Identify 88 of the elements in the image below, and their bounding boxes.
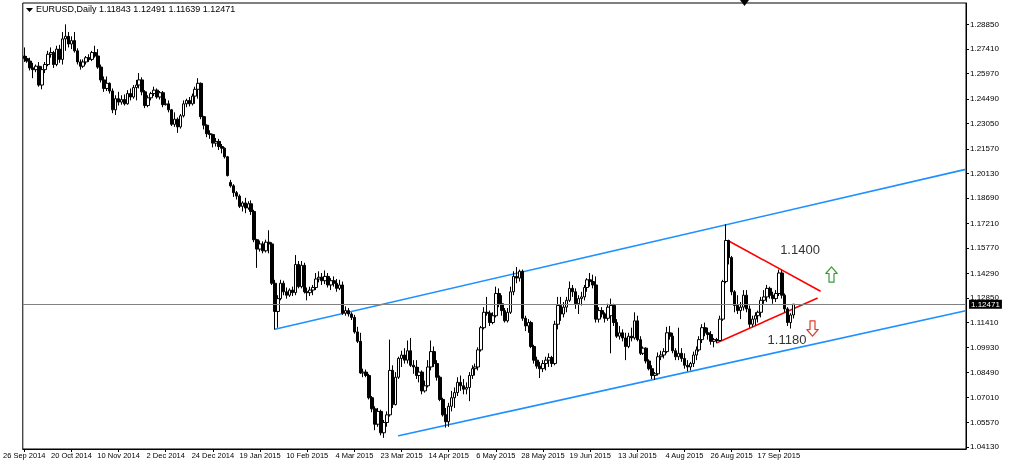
y-tick-label: 1.18690 bbox=[970, 193, 1000, 203]
candlestick bbox=[547, 352, 551, 368]
candlestick bbox=[294, 254, 297, 296]
candlestick bbox=[314, 272, 318, 291]
candlestick bbox=[415, 359, 418, 380]
candlestick bbox=[329, 277, 333, 291]
y-tick-label: 1.08490 bbox=[970, 367, 1000, 377]
candlestick bbox=[320, 272, 324, 286]
candlestick bbox=[84, 55, 88, 66]
candlestick bbox=[105, 75, 109, 92]
candlestick bbox=[126, 89, 129, 106]
y-tick-label: 1.17210 bbox=[970, 218, 1000, 228]
candlestick bbox=[129, 87, 132, 101]
candlestick bbox=[656, 351, 660, 377]
candlestick bbox=[300, 260, 303, 289]
y-tick-label: 1.14290 bbox=[970, 268, 1000, 278]
y-tick-label: 1.09930 bbox=[970, 343, 1000, 353]
candlestick bbox=[40, 65, 44, 90]
candlestick bbox=[459, 375, 462, 392]
candlestick bbox=[624, 332, 627, 361]
candlestick bbox=[217, 138, 221, 151]
candlestick bbox=[633, 311, 636, 341]
candlestick bbox=[754, 311, 757, 326]
annotation: 1.1180 bbox=[767, 331, 807, 347]
candlestick bbox=[462, 378, 465, 395]
y-tick-label: 1.15770 bbox=[970, 243, 1000, 253]
candlestick bbox=[332, 275, 336, 288]
candlestick bbox=[768, 286, 772, 300]
candlestick bbox=[152, 86, 156, 97]
candlestick bbox=[538, 361, 542, 379]
candlestick bbox=[665, 326, 669, 354]
y-tick-label: 1.05570 bbox=[970, 417, 1000, 427]
candlestick bbox=[211, 133, 215, 148]
candlestick bbox=[765, 284, 769, 303]
candlestick bbox=[81, 58, 85, 69]
candlestick bbox=[232, 183, 235, 198]
y-tick-label: 1.11410 bbox=[970, 317, 999, 327]
candlestick bbox=[574, 287, 577, 310]
y-tick-label: 1.04130 bbox=[970, 442, 1000, 452]
candlestick bbox=[155, 87, 159, 100]
candlestick bbox=[238, 193, 241, 209]
candlestick bbox=[771, 291, 775, 305]
candlestick bbox=[562, 301, 565, 318]
candlestick bbox=[308, 286, 312, 297]
candlestick bbox=[335, 278, 338, 293]
candlestick bbox=[90, 50, 94, 62]
candlestick bbox=[609, 298, 613, 354]
candlestick bbox=[677, 327, 680, 361]
y-tick-label: 1.25970 bbox=[970, 69, 1000, 79]
candlestick bbox=[341, 281, 344, 316]
candlestick bbox=[544, 356, 548, 371]
candlestick bbox=[736, 294, 739, 315]
candlestick bbox=[288, 287, 291, 298]
candlestick bbox=[706, 327, 710, 341]
candlestick bbox=[214, 137, 218, 148]
candlestick bbox=[406, 339, 409, 365]
candlestick bbox=[594, 275, 598, 324]
candlestick bbox=[120, 94, 123, 106]
candlestick bbox=[244, 197, 247, 214]
candlestick bbox=[683, 352, 686, 370]
candlestick bbox=[31, 62, 35, 79]
candlestick bbox=[132, 84, 135, 100]
y-tick-label: 1.21570 bbox=[970, 144, 1000, 154]
candlestick bbox=[709, 330, 713, 346]
y-tick-label: 1.24490 bbox=[970, 94, 1000, 104]
candlestick bbox=[282, 280, 285, 296]
annotation: 1.1400 bbox=[780, 241, 820, 257]
y-tick-label: 1.27410 bbox=[970, 44, 1000, 54]
candlestick bbox=[146, 94, 150, 108]
candlestick bbox=[176, 116, 179, 134]
candlestick bbox=[123, 93, 126, 107]
y-tick-label: 1.28850 bbox=[970, 19, 1000, 29]
candlestick bbox=[323, 269, 327, 285]
candlestick bbox=[420, 369, 424, 395]
candlestick bbox=[70, 35, 73, 50]
y-tick-label: 1.20130 bbox=[970, 168, 1000, 178]
y-tick-label: 1.07010 bbox=[970, 393, 1000, 403]
candlestick bbox=[326, 272, 330, 289]
candlestick bbox=[87, 53, 91, 63]
candlestick bbox=[347, 307, 350, 318]
candlestick bbox=[52, 50, 55, 69]
candlestick bbox=[161, 90, 165, 108]
candlestick bbox=[188, 96, 191, 107]
ref-line-label: 1.12471 bbox=[971, 299, 1001, 309]
chart-title: EURUSD,Daily 1.11843 1.12491 1.11639 1.12471 bbox=[36, 3, 236, 14]
candlestick bbox=[588, 272, 592, 288]
y-tick-label: 1.23050 bbox=[970, 118, 1000, 128]
candlestick bbox=[55, 45, 58, 67]
